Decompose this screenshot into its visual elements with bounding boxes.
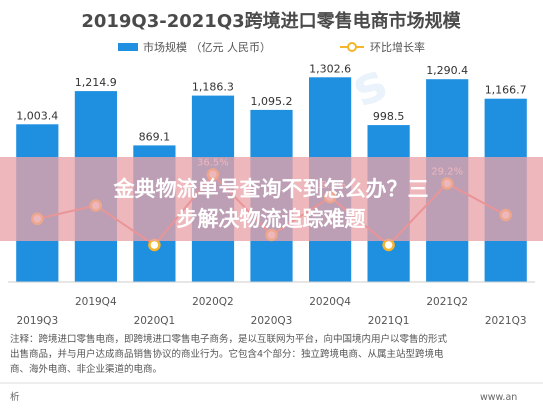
source-right: www.an: [480, 392, 517, 403]
bar-value-labels: 1,003.4 1,214.9 869.1 1,186.3 1,095.2 1,302.6…: [16, 62, 526, 143]
legend-bar-swatch: [118, 43, 138, 51]
bar-value-label-2021Q3: 1,166.7: [485, 84, 527, 97]
x-tick-2021Q2: 2021Q2: [426, 296, 468, 308]
legend-bar-label: 市场规模 （亿元 人民币）: [143, 40, 271, 54]
source-left: 析: [10, 391, 20, 403]
x-tick-2020Q2: 2020Q2: [192, 296, 234, 308]
bar-value-label-2019Q3: 1,003.4: [16, 109, 58, 122]
x-tick-2021Q3: 2021Q3: [485, 315, 527, 327]
x-tick-2020Q1: 2020Q1: [134, 315, 176, 327]
x-tick-2019Q4: 2019Q4: [75, 296, 117, 308]
bar-value-label-2020Q2: 1,186.3: [192, 81, 234, 94]
banner-line-2: 步解决物流追踪难题: [177, 207, 367, 231]
bar-value-label-2019Q4: 1,214.9: [75, 76, 117, 89]
x-tick-2019Q3: 2019Q3: [16, 315, 58, 327]
legend-line-marker: [347, 42, 357, 52]
chart-title: 2019Q3-2021Q3跨境进口零售电商市场规模: [81, 10, 461, 32]
bar-value-label-2020Q1: 869.1: [139, 130, 171, 143]
x-axis-tick-labels: 2019Q3 2019Q4 2020Q1 2020Q2 2020Q3 2020Q4 2021…: [16, 296, 526, 327]
note-line-1: 注释：跨境进口零售电商，即跨境进口零售电子商务，是以互联网为平台，向中国境内用户…: [10, 333, 448, 345]
note-line-2: 出售商品，并与用户达成商品销售协议的商业行为。它包含4个部分：独立跨境电商、从属…: [10, 348, 444, 360]
growth-point-2020Q1: [148, 238, 161, 252]
x-tick-2021Q1: 2021Q1: [368, 315, 410, 327]
note-line-3: 商、海外电商、非企业渠道的电商。: [10, 363, 162, 375]
bar-value-label-2021Q2: 1,290.4: [426, 64, 468, 77]
title-banner: [0, 157, 543, 241]
legend-line-label: 环比增长率: [370, 40, 425, 54]
banner-line-1: 金典物流单号查询不到怎么办？三: [113, 177, 429, 201]
bar-value-label-2020Q4: 1,302.6: [309, 62, 351, 75]
x-tick-2020Q4: 2020Q4: [309, 296, 351, 308]
bar-value-label-2020Q3: 1,095.2: [251, 95, 293, 108]
legend: 市场规模 （亿元 人民币） 环比增长率: [118, 40, 425, 54]
x-tick-2020Q3: 2020Q3: [251, 315, 293, 327]
growth-point-2021Q1: [382, 238, 395, 252]
bar-value-label-2021Q1: 998.5: [373, 110, 405, 123]
